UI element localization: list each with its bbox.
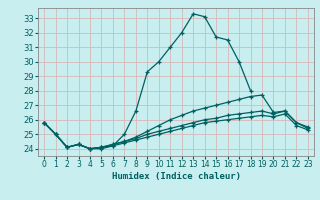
X-axis label: Humidex (Indice chaleur): Humidex (Indice chaleur) [111, 172, 241, 181]
